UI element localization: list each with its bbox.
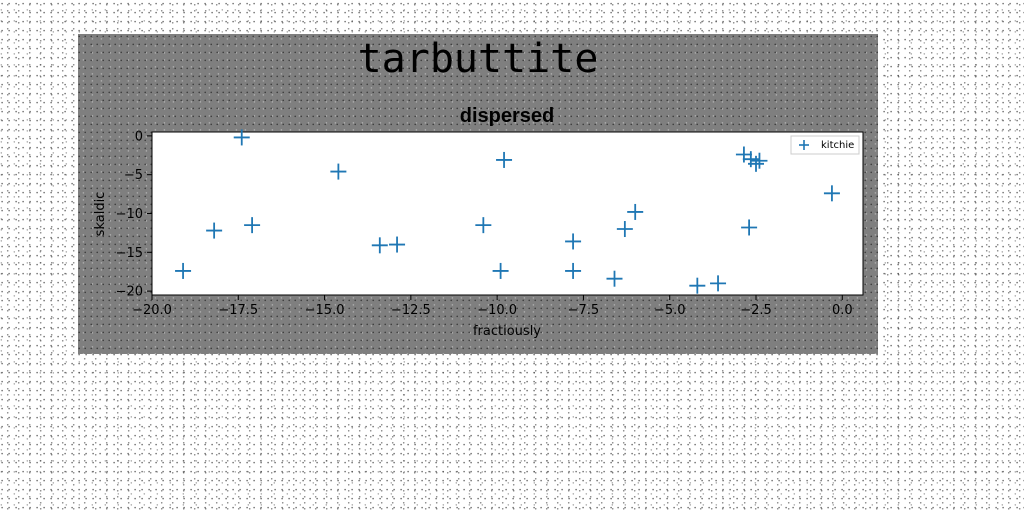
data-point xyxy=(389,236,406,253)
y-tick-label: 0 xyxy=(135,129,143,144)
x-axis-label: fractiously xyxy=(473,324,541,339)
data-point xyxy=(606,270,623,287)
y-axis-ticks: 0 −5 −10 −15 −20 xyxy=(116,129,152,300)
x-tick-label: −7.5 xyxy=(568,303,600,318)
data-point xyxy=(741,219,758,236)
y-tick-label: −5 xyxy=(124,168,143,183)
data-point xyxy=(475,217,492,234)
x-tick-label: −12.5 xyxy=(391,303,431,318)
y-tick-label: −15 xyxy=(116,246,143,261)
x-tick-label: −20.0 xyxy=(132,303,172,318)
legend: kitchie xyxy=(790,135,860,155)
data-point xyxy=(627,203,644,220)
data-point xyxy=(565,262,582,279)
data-points xyxy=(175,129,840,294)
data-point xyxy=(689,277,706,294)
data-point xyxy=(492,262,509,279)
data-point xyxy=(175,262,192,279)
data-point xyxy=(244,217,261,234)
data-point xyxy=(616,221,633,238)
x-tick-label: −17.5 xyxy=(218,303,258,318)
data-point xyxy=(748,155,765,172)
scatter-chart: dispersed fractiously skaldic −20.0 −17.5… xyxy=(93,105,864,339)
x-axis-ticks: −20.0 −17.5 −15.0 −12.5 −10.0 −7.5 −5.0 −2.5 0.0 xyxy=(132,295,853,318)
data-point xyxy=(206,222,223,239)
x-tick-label: −5.0 xyxy=(654,303,686,318)
x-tick-label: −15.0 xyxy=(305,303,345,318)
y-tick-label: −20 xyxy=(116,285,143,300)
chart-figure: tarbuttite dispersed fractiously skaldic… xyxy=(78,34,878,354)
x-tick-label: −10.0 xyxy=(477,303,517,318)
data-point xyxy=(565,233,582,250)
data-point xyxy=(751,152,768,169)
y-tick-label: −10 xyxy=(116,207,143,222)
data-point xyxy=(823,185,840,202)
data-point xyxy=(496,151,513,168)
figure-title: tarbuttite xyxy=(357,36,599,82)
legend-marker xyxy=(799,140,809,150)
y-axis-label: skaldic xyxy=(93,192,108,237)
data-point xyxy=(371,237,388,254)
legend-label: kitchie xyxy=(821,140,854,151)
data-point xyxy=(710,275,727,292)
data-point xyxy=(233,129,250,146)
x-tick-label: 0.0 xyxy=(832,303,853,318)
x-tick-label: −2.5 xyxy=(740,303,772,318)
chart-title: dispersed xyxy=(460,105,554,127)
data-point xyxy=(330,163,347,180)
legend-box xyxy=(790,135,860,155)
